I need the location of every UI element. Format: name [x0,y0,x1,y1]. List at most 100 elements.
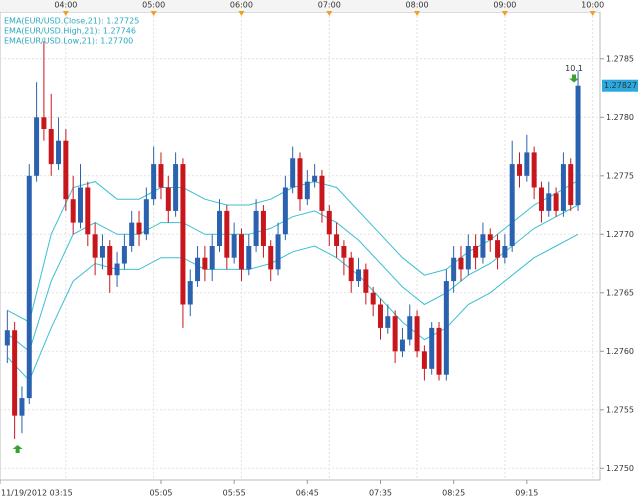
candle-body [231,234,237,258]
candle-body [121,246,127,264]
candle-body [41,117,47,129]
candle-body [399,339,405,352]
ema-line [6,204,579,353]
candle-body [356,269,362,282]
candle-body [260,210,266,246]
candle-body [34,117,40,176]
candle-body [158,164,164,188]
price-label-box [602,79,638,92]
time-marker [326,11,333,16]
y-tick-label: 1.2780 [606,113,634,122]
candle-body [568,164,574,206]
time-marker [501,11,508,16]
candle-body [107,246,113,276]
candle-body [575,85,581,206]
legend-entry: EMA(EUR/USD.Close,21): 1.27725 [4,17,139,26]
candle-body [151,164,157,200]
x-tick-label: 11/19/2012 03:15 [1,489,73,498]
candle-body [165,187,171,211]
candle-body [48,129,54,165]
time-marker [62,11,69,16]
candle-body [12,330,18,416]
candle-body [538,187,544,211]
x-tick-label: 05:55 [223,489,246,498]
candle-body [282,187,288,235]
candle-body [19,398,25,416]
candle-body [77,187,83,223]
candle-body [546,193,552,211]
candle-body [268,246,274,270]
candle-body [487,234,493,241]
candle-body [385,316,391,328]
time-marker [238,11,245,16]
candle-body [224,210,230,258]
candle-body [414,316,420,352]
candle-body [495,240,501,258]
candle-body [85,187,91,235]
candle-body [553,193,559,211]
signal-arrow [12,445,23,454]
candle-body [407,316,413,340]
x-tick-label: 10:00 [581,1,604,10]
candle-body [114,263,120,276]
candle-body [63,140,69,200]
candle-body [297,158,303,200]
candle-body [180,164,186,305]
candle-body [465,246,471,270]
candle-body [517,164,523,176]
y-tick-label: 1.2785 [606,54,634,63]
candle-body [136,222,142,235]
time-marker [414,11,421,16]
candle-body [531,152,537,188]
x-tick-label: 08:00 [406,1,429,10]
time-marker [150,11,157,16]
candle-body [341,246,347,258]
candle-body [56,140,62,165]
candle-body [129,222,135,246]
x-tick-label: 06:00 [230,1,253,10]
y-tick-label: 1.2775 [606,171,634,180]
candle-body [458,257,464,270]
annotation: 10.1 [565,64,583,73]
x-tick-label: 07:00 [318,1,341,10]
candle-body [370,292,376,305]
y-tick-label: 1.2750 [606,464,634,473]
y-tick-label: 1.2755 [606,405,634,414]
candle-body [560,164,566,211]
candle-body [334,234,340,246]
candle-body [480,234,486,258]
candle-body [290,158,296,188]
x-tick-label: 07:35 [369,489,392,498]
candle-body [429,327,435,369]
candle-body [195,257,201,282]
time-marker [589,11,596,16]
legend-entry: EMA(EUR/USD.Low,21): 1.27700 [4,37,133,46]
candle-body [92,234,98,258]
candle-body [473,246,479,258]
candle-body [246,246,252,270]
candle-body [238,234,244,270]
candle-body [524,152,530,176]
y-tick-label: 1.2770 [606,230,634,239]
candle-body [99,246,105,258]
x-tick-label: 08:25 [442,489,465,498]
x-tick-label: 04:00 [54,1,77,10]
candle-body [202,257,208,270]
candle-body [443,281,449,375]
candle-body [319,175,325,211]
candle-body [392,316,398,352]
top-axis-band [0,0,600,12]
candle-body [143,199,149,235]
candle-body [509,164,515,246]
x-tick-label: 09:15 [515,489,538,498]
candle-body [304,181,310,200]
y-tick-label: 1.2760 [606,347,634,356]
x-tick-label: 06:45 [296,489,319,498]
candle-body [421,351,427,369]
x-tick-label: 09:00 [493,1,516,10]
price-label: 1.27827 [604,81,637,90]
candle-body [502,246,508,258]
candle-body [312,175,318,182]
